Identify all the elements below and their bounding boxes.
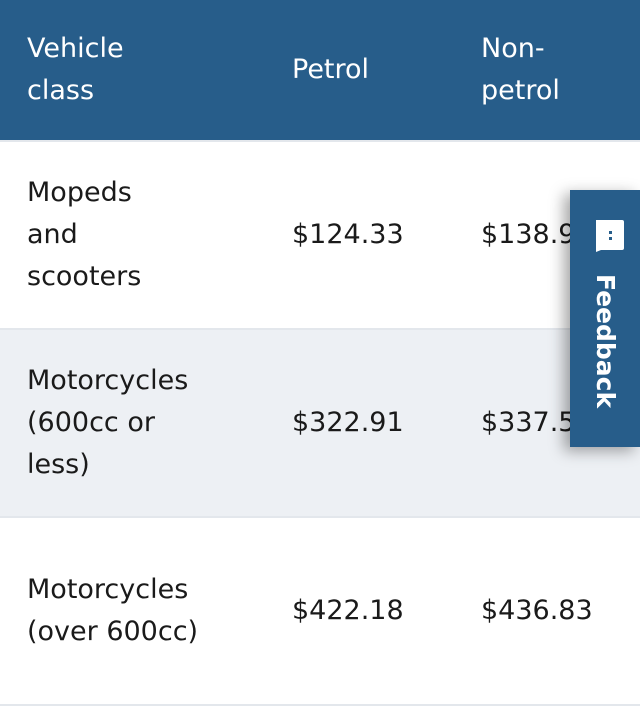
header-petrol: Petrol <box>292 54 370 85</box>
vehicle-class-cell: Motorcycles (600cc or less) <box>27 365 189 480</box>
table-row: Motorcycles (over 600cc) $422.18 $436.83 <box>0 517 640 705</box>
feedback-button[interactable]: Feedback <box>570 190 640 447</box>
vehicle-class-cell: Mopeds and scooters <box>27 177 142 292</box>
table-row: Mopeds and scooters $124.33 $138.9 <box>0 141 640 329</box>
vehicle-class-cell: Motorcycles (over 600cc) <box>27 574 199 647</box>
non-petrol-cell: $436.83 <box>481 595 593 626</box>
petrol-cell: $322.91 <box>292 407 404 438</box>
chat-bubble-icon <box>596 220 624 252</box>
header-vehicle-class: Vehicle class <box>27 33 124 106</box>
non-petrol-cell: $138.9 <box>481 219 576 250</box>
feedback-label: Feedback <box>591 274 620 409</box>
non-petrol-cell: $337.5 <box>481 407 576 438</box>
petrol-cell: $124.33 <box>292 219 404 250</box>
table-header-row: Vehicle class Petrol Non-petrol <box>0 0 640 141</box>
table-row: Motorcycles (600cc or less) $322.91 $337… <box>0 329 640 517</box>
header-non-petrol: Non-petrol <box>481 33 560 106</box>
petrol-cell: $422.18 <box>292 595 404 626</box>
